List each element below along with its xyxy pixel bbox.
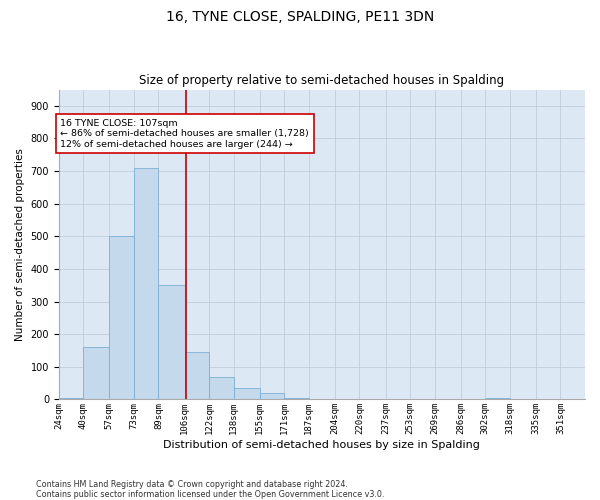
Y-axis label: Number of semi-detached properties: Number of semi-detached properties: [15, 148, 25, 341]
X-axis label: Distribution of semi-detached houses by size in Spalding: Distribution of semi-detached houses by …: [163, 440, 481, 450]
Text: 16 TYNE CLOSE: 107sqm
← 86% of semi-detached houses are smaller (1,728)
12% of s: 16 TYNE CLOSE: 107sqm ← 86% of semi-deta…: [61, 119, 309, 148]
Bar: [260, 393, 284, 400]
Bar: [158, 286, 185, 400]
Bar: [134, 168, 158, 400]
Bar: [59, 398, 83, 400]
Text: Contains public sector information licensed under the Open Government Licence v3: Contains public sector information licen…: [36, 490, 385, 499]
Bar: [233, 388, 260, 400]
Bar: [209, 376, 233, 400]
Bar: [83, 347, 109, 400]
Text: Contains HM Land Registry data © Crown copyright and database right 2024.: Contains HM Land Registry data © Crown c…: [36, 480, 348, 489]
Title: Size of property relative to semi-detached houses in Spalding: Size of property relative to semi-detach…: [139, 74, 505, 87]
Bar: [485, 398, 510, 400]
Bar: [109, 236, 134, 400]
Bar: [284, 398, 309, 400]
Bar: [185, 352, 209, 400]
Text: 16, TYNE CLOSE, SPALDING, PE11 3DN: 16, TYNE CLOSE, SPALDING, PE11 3DN: [166, 10, 434, 24]
